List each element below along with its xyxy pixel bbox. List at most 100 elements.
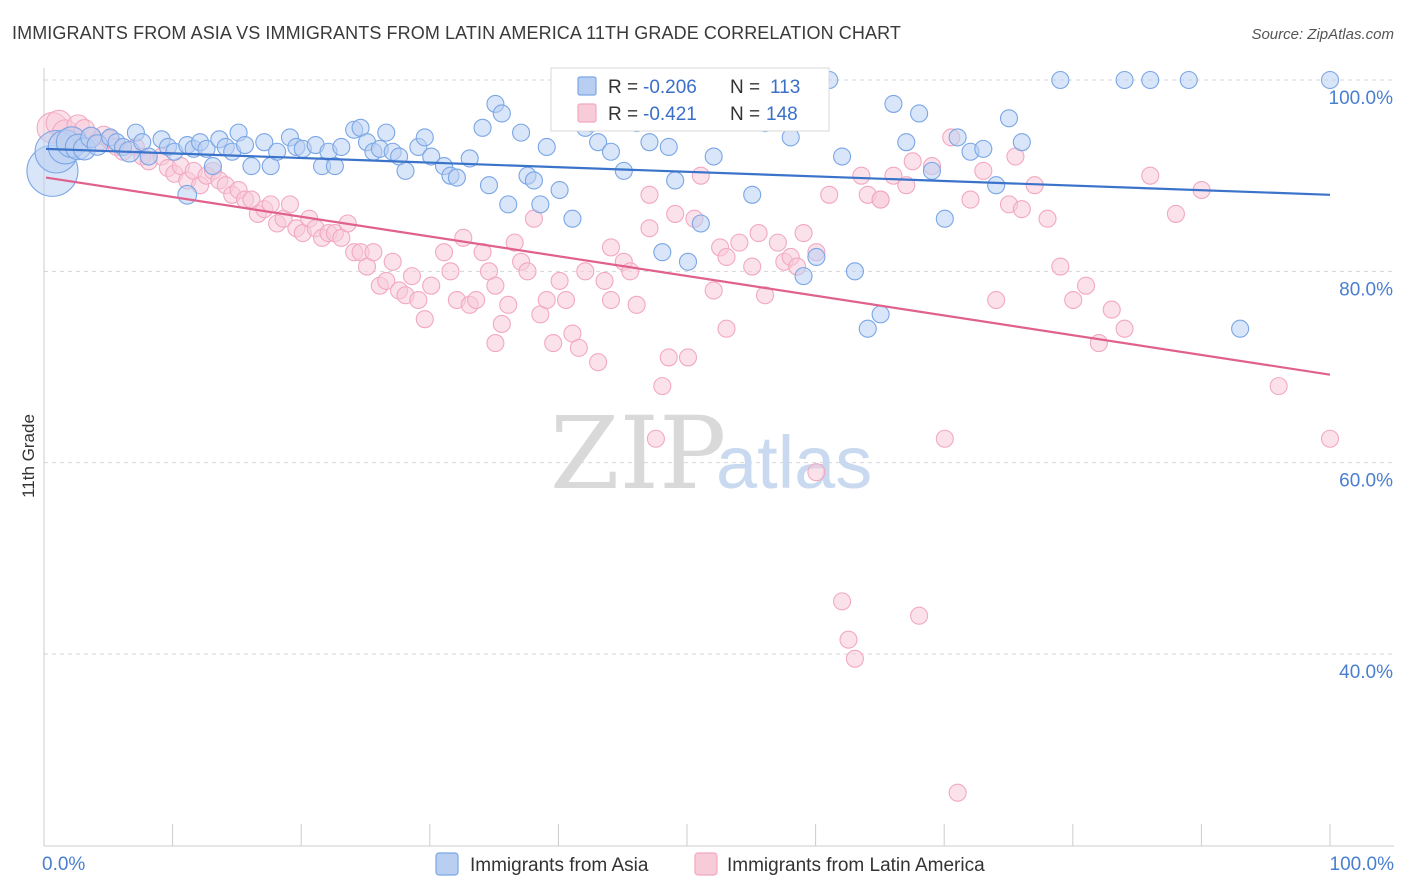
source-label: Source: ZipAtlas.com — [1251, 26, 1394, 43]
asia-point — [743, 185, 762, 204]
y-axis-label: 11th Grade — [19, 414, 38, 498]
latam-point — [987, 290, 1006, 310]
asia-point — [845, 262, 864, 281]
asia-point — [415, 128, 434, 147]
latam-point — [576, 262, 595, 281]
asia-point — [935, 209, 954, 228]
asia-point — [139, 147, 158, 166]
asia-point — [325, 157, 344, 176]
latam-point — [364, 243, 383, 262]
asia-point — [691, 214, 710, 233]
latam-point — [852, 166, 871, 185]
latam-point — [441, 262, 460, 281]
asia-point — [897, 133, 916, 152]
latam-point — [646, 429, 665, 448]
x-tick-label: 100.0% — [1330, 854, 1395, 875]
x-tick-labels: 0.0% 100.0% — [42, 854, 1394, 875]
asia-point — [460, 149, 479, 168]
latam-point — [402, 267, 421, 286]
asia-point — [492, 104, 511, 123]
latam-point — [1064, 290, 1083, 310]
asia-point — [531, 195, 550, 214]
chart-title: IMMIGRANTS FROM ASIA VS IMMIGRANTS FROM … — [12, 23, 901, 43]
latam-point — [1012, 200, 1031, 219]
latam-point — [961, 190, 980, 209]
asia-point — [550, 180, 569, 200]
latam-point — [518, 262, 537, 281]
y-tick-label: 60.0% — [1339, 471, 1393, 492]
latam-point — [1115, 319, 1134, 338]
asia-point — [1012, 133, 1031, 152]
latam-n-value: 148 — [766, 104, 798, 125]
legend-latam-swatch-icon — [694, 852, 718, 876]
latam-point — [595, 271, 614, 290]
latam-point — [467, 290, 486, 310]
latam-swatch-icon — [577, 103, 597, 123]
latam-r-label: R = — [608, 104, 638, 125]
asia-point — [704, 147, 723, 166]
asia-point — [563, 209, 582, 228]
asia-point — [833, 147, 852, 166]
latam-point — [505, 233, 524, 252]
latam-trend-line — [45, 176, 1331, 376]
latam-point — [627, 295, 646, 314]
asia-point — [235, 136, 255, 155]
asia-point — [512, 123, 531, 142]
watermark-atlas: atlas — [716, 421, 872, 504]
latam-point — [537, 290, 556, 310]
asia-point — [499, 195, 518, 214]
asia-n-label: N = — [730, 77, 760, 98]
latam-point — [640, 185, 659, 204]
latam-point — [935, 429, 954, 448]
asia-point — [948, 128, 967, 147]
asia-point — [537, 137, 556, 157]
asia-point — [910, 104, 929, 123]
asia-point — [858, 319, 877, 338]
legend-asia-label: Immigrants from Asia — [470, 855, 649, 876]
y-tick-label: 80.0% — [1339, 279, 1393, 300]
stats-box: R = -0.206 N = 113 R = -0.421 N = 148 — [550, 67, 830, 132]
latam-point — [544, 334, 563, 353]
asia-point — [659, 137, 678, 157]
asia-point — [255, 133, 274, 152]
asia-point — [871, 305, 890, 324]
asia-point — [666, 171, 685, 190]
latam-point — [383, 252, 402, 271]
asia-point — [1231, 319, 1250, 338]
asia-point — [999, 109, 1019, 128]
latam-point — [434, 243, 454, 262]
asia-point — [614, 161, 633, 180]
watermark-zip: ZIP — [550, 395, 726, 512]
latam-point — [749, 224, 768, 243]
latam-point — [640, 219, 659, 238]
latam-point — [486, 334, 505, 353]
latam-point — [486, 276, 505, 295]
latam-point — [903, 152, 922, 171]
latam-point — [974, 161, 993, 180]
latam-point — [1141, 166, 1160, 185]
latam-point — [820, 185, 839, 204]
y-tick-label: 100.0% — [1329, 88, 1394, 109]
asia-swatch-icon — [577, 76, 597, 96]
latam-point — [454, 228, 473, 247]
latam-point — [768, 233, 787, 252]
latam-point — [743, 257, 762, 276]
bottom-legend: Immigrants from Asia Immigrants from Lat… — [435, 852, 985, 876]
asia-point — [479, 176, 499, 195]
latam-point — [730, 233, 749, 252]
asia-point — [422, 147, 441, 166]
latam-point — [833, 592, 852, 611]
asia-point — [1141, 70, 1160, 90]
latam-point — [717, 247, 736, 267]
latam-point — [871, 190, 890, 209]
asia-point — [653, 243, 672, 262]
latam-point — [1166, 204, 1185, 223]
latam-point — [845, 649, 864, 668]
latam-point — [601, 238, 621, 257]
asia-point — [922, 161, 942, 180]
asia-point — [242, 157, 261, 176]
asia-point — [589, 133, 608, 152]
latam-point — [280, 195, 300, 214]
asia-r-label: R = — [608, 77, 638, 98]
